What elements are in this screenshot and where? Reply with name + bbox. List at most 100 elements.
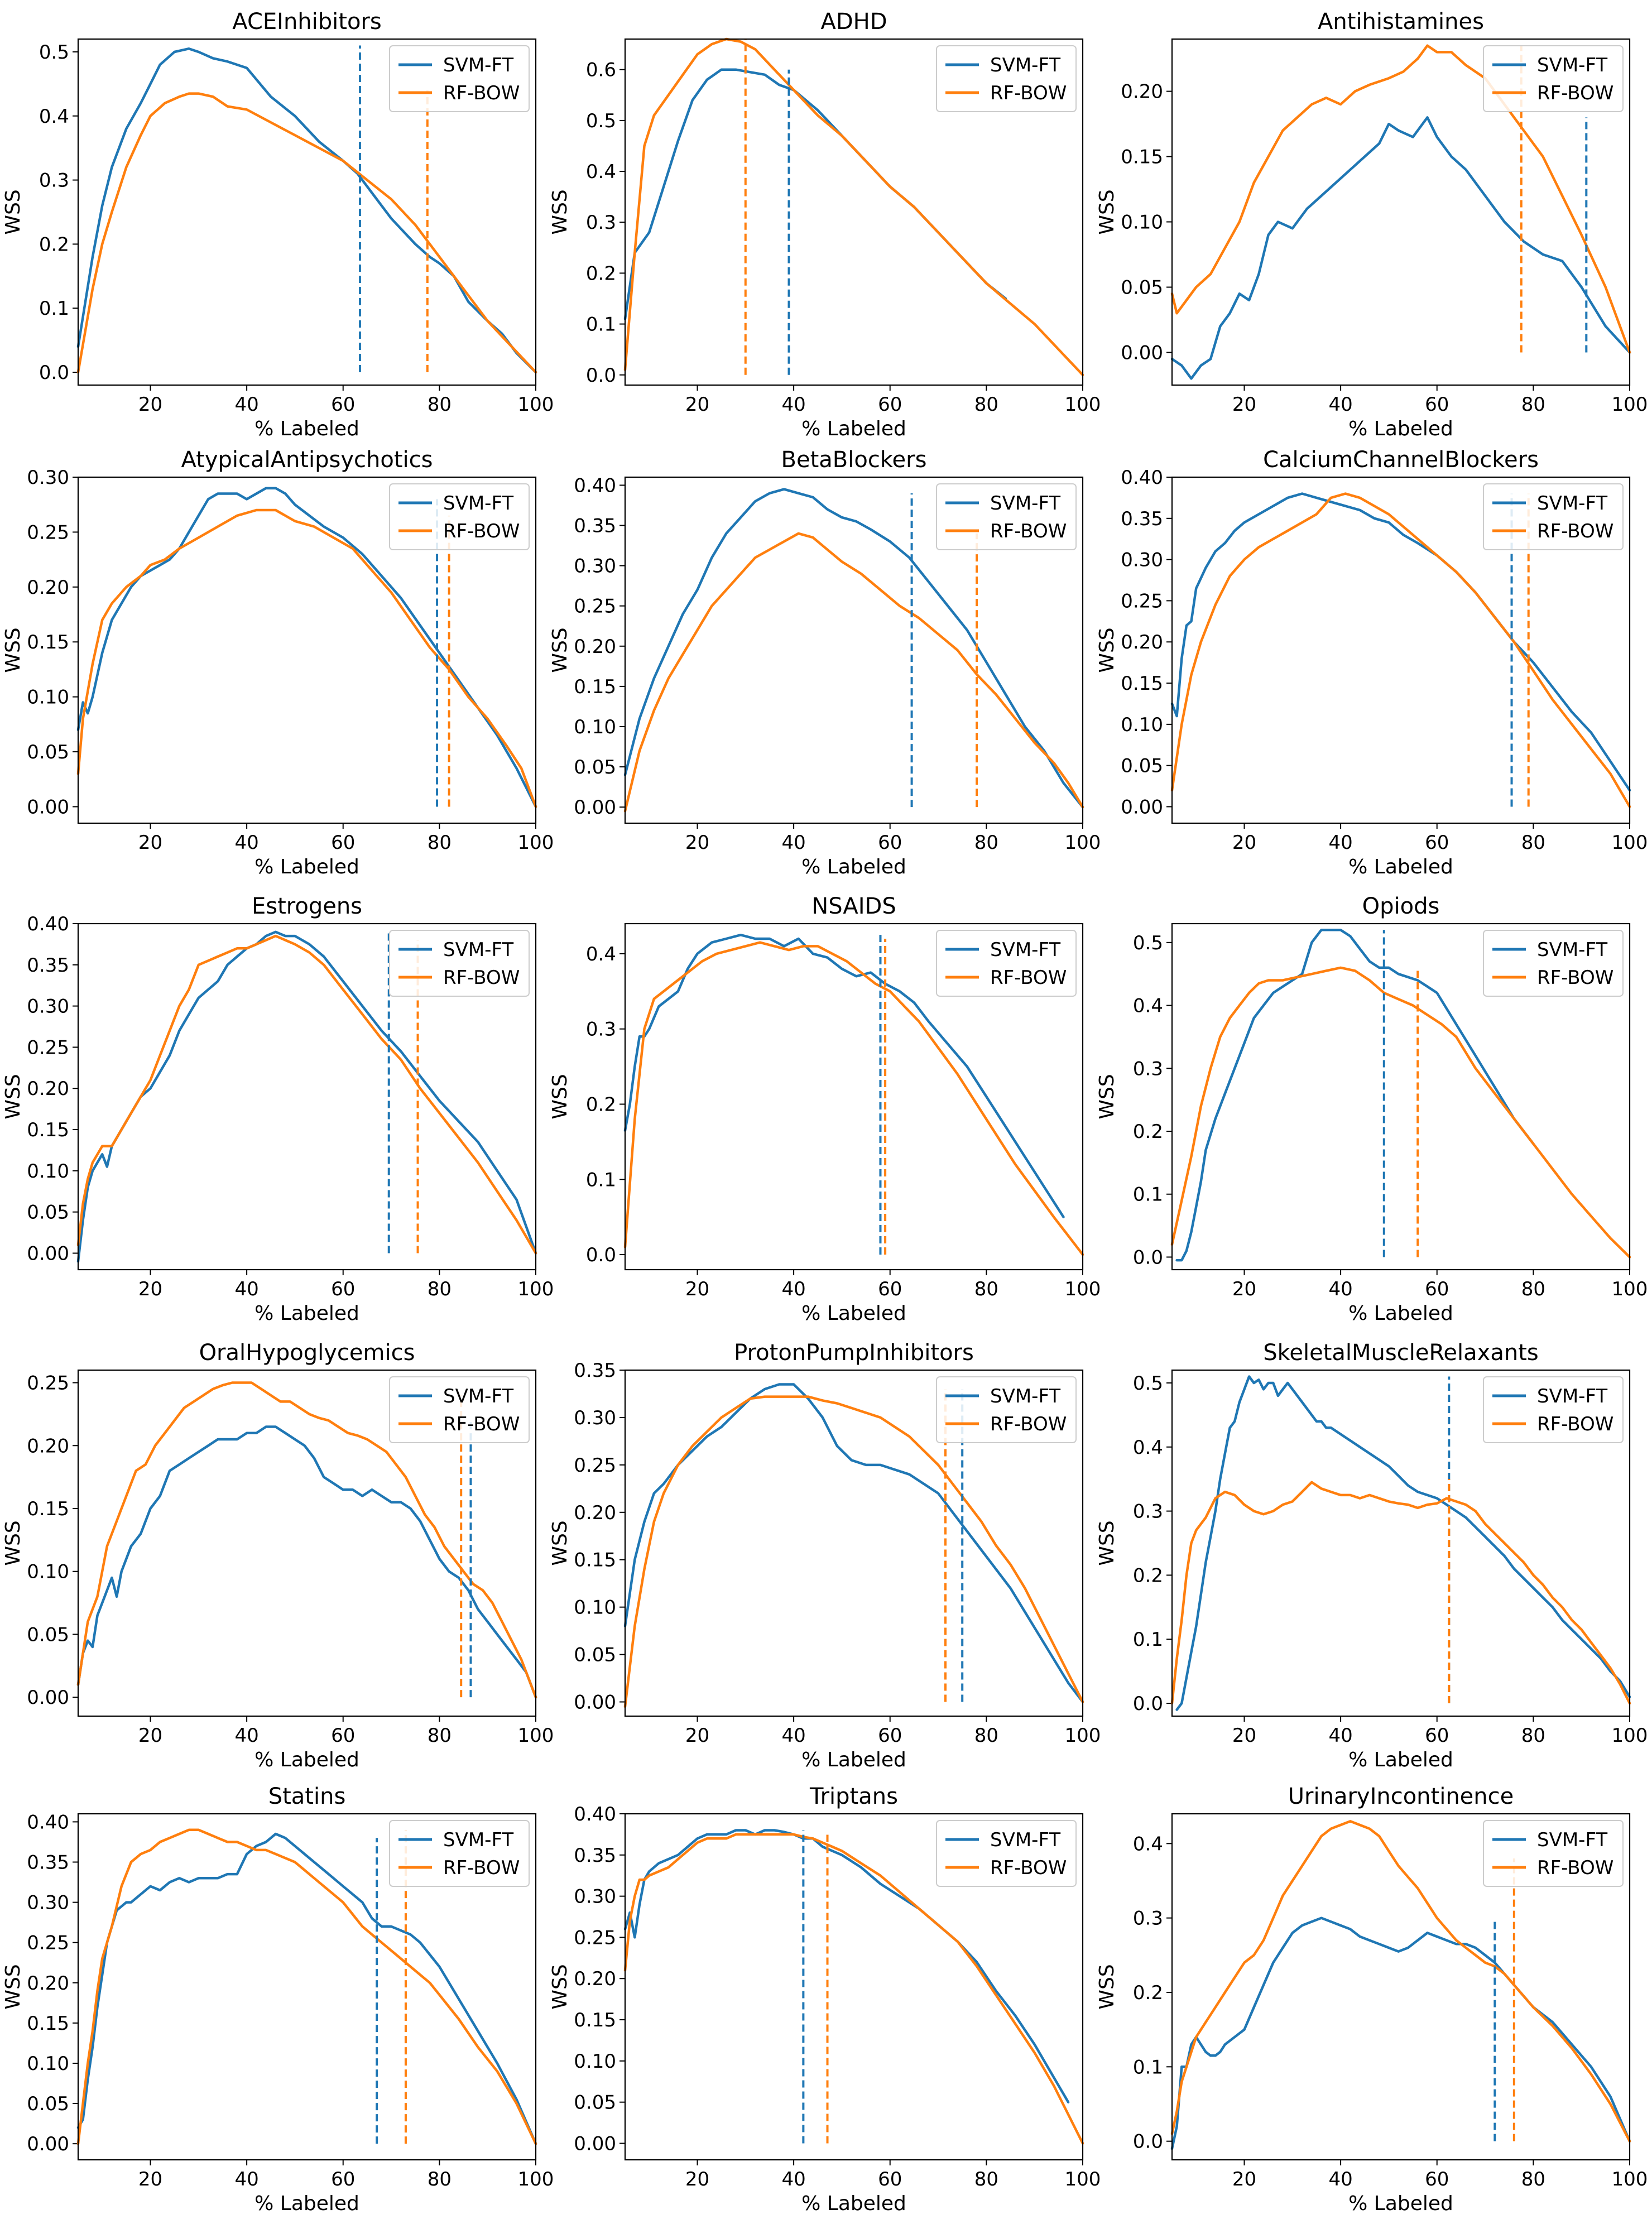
x-tick-label: 60 [878, 2168, 902, 2191]
legend-label: RF-BOW [1537, 1413, 1613, 1435]
x-axis-label: % Labeled [254, 1302, 359, 1325]
axes-frame [1171, 476, 1631, 824]
y-tick-label: 0.00 [574, 2132, 616, 2155]
x-tick-label: 40 [234, 393, 258, 416]
legend-label: RF-BOW [443, 1413, 520, 1435]
x-tick-label: 40 [781, 2168, 805, 2191]
y-tick-label: 0.15 [1121, 673, 1163, 695]
y-axis-label: WSS [549, 1074, 572, 1119]
x-tick-label: 80 [1521, 832, 1545, 854]
x-tick-label: 60 [878, 1278, 902, 1300]
y-tick-label: 0.4 [1133, 1437, 1163, 1459]
chart-title: NSAIDS [811, 894, 896, 919]
axes-frame [624, 1813, 1084, 2161]
x-tick-label: 40 [1328, 2168, 1352, 2191]
y-tick-label: 0.05 [27, 1202, 69, 1224]
x-axis-label: % Labeled [254, 2192, 359, 2215]
rf-bow-line [1170, 966, 1631, 1258]
x-tick-label: 80 [974, 1278, 998, 1300]
legend-label: RF-BOW [1537, 520, 1613, 542]
legend-label: SVM-FT [443, 54, 513, 76]
chart-panel: UrinaryIncontinence 20 40 60 80 100 0.0 0.1 0.2 0… [1096, 1784, 1648, 2215]
legend-label: RF-BOW [443, 82, 520, 104]
x-tick-label: 40 [781, 393, 805, 416]
x-tick-label: 60 [331, 1725, 355, 1747]
y-tick-label: 0.35 [574, 1844, 616, 1867]
x-tick-label: 100 [1612, 832, 1648, 854]
x-tick-label: 60 [878, 1725, 902, 1747]
legend-label: SVM-FT [1537, 54, 1607, 76]
y-tick-label: 0.10 [574, 716, 616, 738]
legend-box [936, 930, 1077, 997]
rf-bow-line [76, 508, 537, 808]
legend: SVM-FT RF-BOW [1483, 483, 1624, 550]
chart-title: Opiods [1362, 894, 1440, 919]
y-tick-label: 0.30 [574, 1886, 616, 1908]
chart-title: AtypicalAntipsychotics [181, 447, 433, 473]
y-tick-label: 0.00 [574, 1692, 616, 1714]
y-tick-label: 0.1 [39, 297, 69, 320]
y-tick-label: 0.3 [586, 1019, 616, 1041]
y-axis-label: WSS [549, 1964, 572, 2009]
chart-title: ProtonPumpInhibitors [734, 1340, 974, 1366]
y-tick-label: 0.2 [1133, 1564, 1163, 1587]
rf-bow-line [76, 1381, 537, 1699]
x-tick-label: 100 [518, 393, 554, 416]
y-tick-label: 0.15 [1121, 146, 1163, 169]
x-tick-label: 60 [1425, 1278, 1449, 1300]
y-tick-label: 0.00 [27, 1242, 69, 1265]
y-tick-label: 0.00 [574, 796, 616, 819]
y-tick-label: 0.0 [1133, 2131, 1163, 2153]
y-tick-label: 0.25 [27, 521, 69, 544]
legend-label: RF-BOW [1537, 1857, 1613, 1879]
y-tick-label: 0.25 [574, 1927, 616, 1949]
legend: SVM-FT RF-BOW [1483, 930, 1624, 997]
x-tick-label: 80 [1521, 393, 1545, 416]
rf-bow-line [76, 92, 537, 374]
chart-panel: Estrogens 20 40 60 80 100 0.00 0.05 0.10 0.15 0.20… [2, 894, 554, 1325]
legend-label: SVM-FT [1537, 939, 1607, 961]
y-axis-label: WSS [2, 627, 25, 673]
axes-frame [77, 1813, 537, 2161]
y-axis-label: WSS [2, 189, 25, 234]
legend-box [389, 45, 530, 112]
x-tick-label: 100 [518, 1278, 554, 1300]
legend-label: RF-BOW [443, 1857, 520, 1879]
x-tick-label: 100 [1065, 2168, 1101, 2191]
y-axis-label: WSS [1096, 627, 1118, 673]
x-tick-label: 80 [974, 2168, 998, 2191]
y-tick-label: 0.10 [27, 2053, 69, 2075]
x-axis-label: % Labeled [254, 417, 359, 440]
svm-ft-line [76, 487, 537, 808]
y-axis-label: WSS [549, 189, 572, 234]
legend: SVM-FT RF-BOW [936, 483, 1077, 550]
axes-frame [624, 38, 1084, 386]
chart-title: UrinaryIncontinence [1288, 1784, 1514, 1809]
axes-frame [77, 1369, 537, 1717]
legend-box [936, 1376, 1077, 1443]
x-tick-label: 60 [1425, 2168, 1449, 2191]
y-tick-label: 0.10 [574, 1597, 616, 1619]
legend-label: SVM-FT [1537, 1385, 1607, 1408]
y-tick-label: 0.15 [574, 1549, 616, 1572]
rf-bow-line [623, 941, 1084, 1256]
x-tick-label: 100 [1612, 2168, 1648, 2191]
y-tick-label: 0.1 [1133, 2056, 1163, 2078]
x-tick-label: 20 [138, 832, 162, 854]
x-tick-label: 20 [685, 2168, 709, 2191]
y-tick-label: 0.20 [27, 1972, 69, 1995]
x-tick-label: 60 [331, 1278, 355, 1300]
legend-label: SVM-FT [1537, 492, 1607, 515]
x-tick-label: 20 [1232, 393, 1256, 416]
chart-title: SkeletalMuscleRelaxants [1263, 1340, 1538, 1366]
x-tick-label: 100 [1065, 832, 1101, 854]
x-tick-label: 80 [974, 1725, 998, 1747]
y-tick-label: 0.20 [574, 1502, 616, 1524]
y-tick-label: 0.10 [27, 686, 69, 709]
legend-box [1483, 1820, 1624, 1887]
y-tick-label: 0.15 [27, 1498, 69, 1520]
y-tick-label: 0.1 [586, 314, 616, 336]
y-tick-label: 0.1 [1133, 1629, 1163, 1651]
svm-ft-line [1175, 1375, 1631, 1711]
rf-bow-line [1170, 1481, 1631, 1705]
